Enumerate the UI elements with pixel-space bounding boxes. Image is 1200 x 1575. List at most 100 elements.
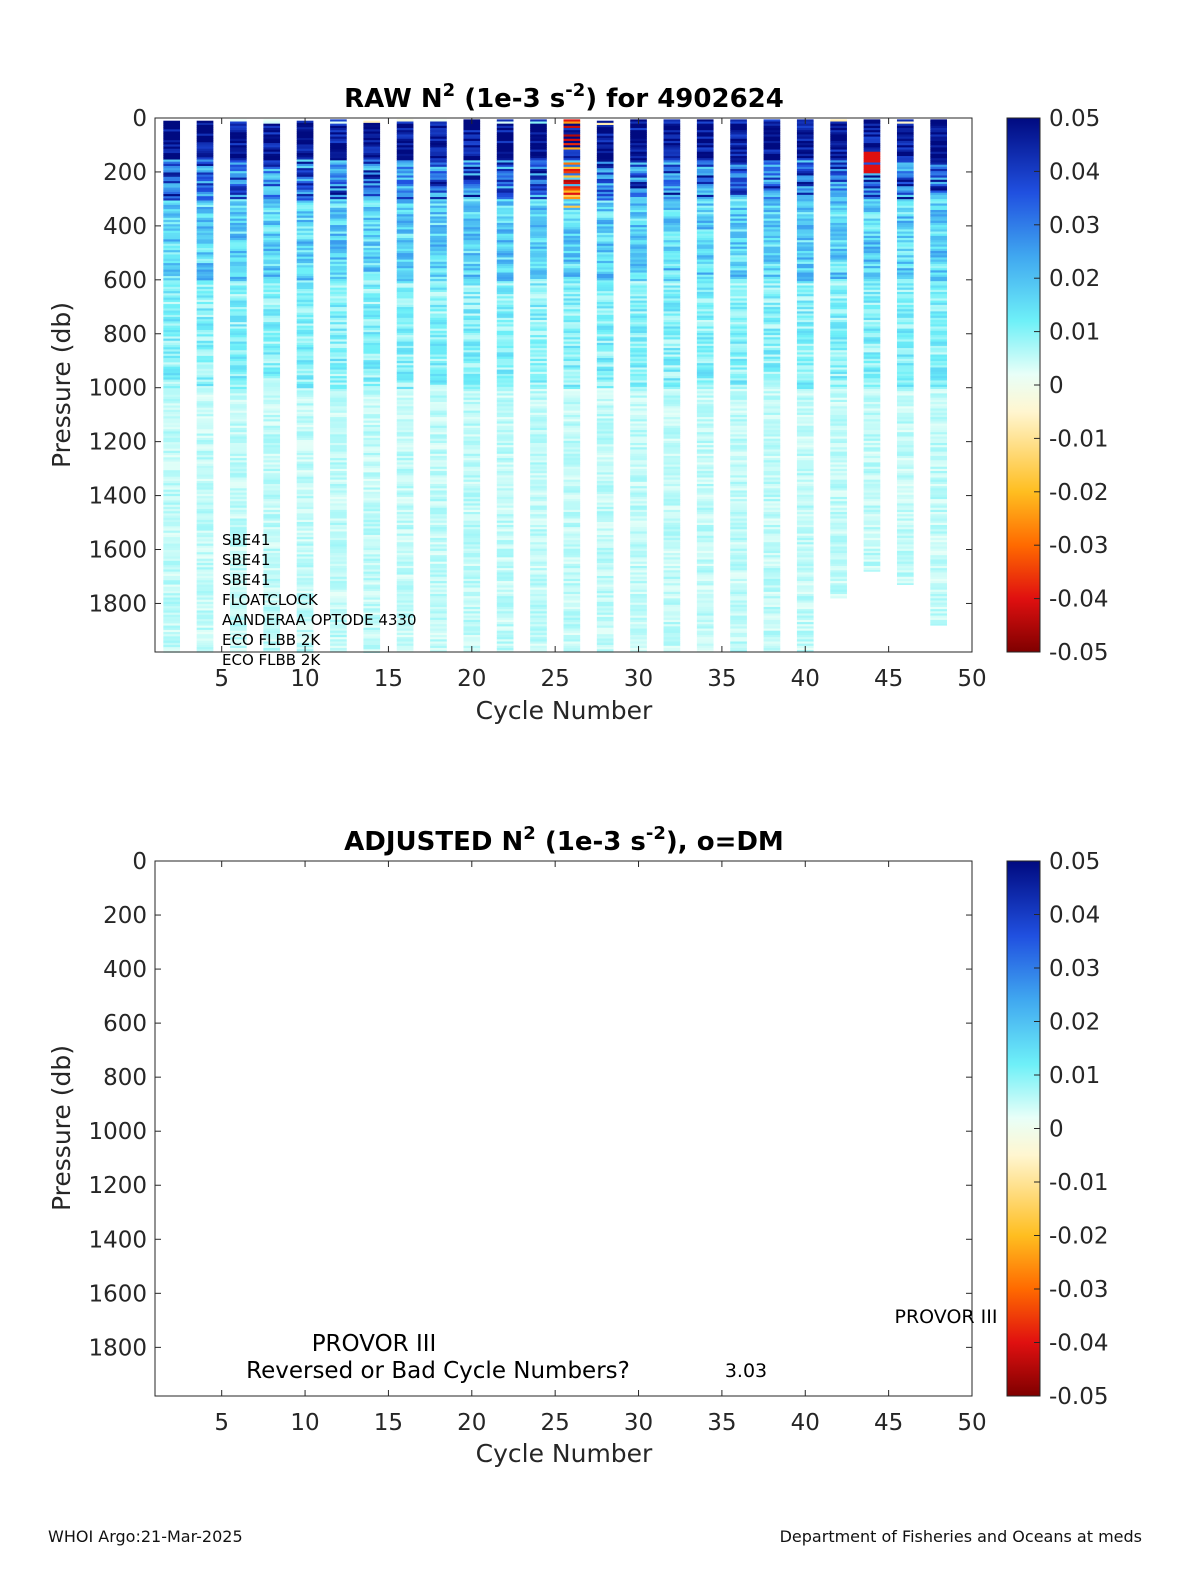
- heatmap-cell: [330, 460, 347, 463]
- heatmap-cell: [330, 537, 347, 541]
- heatmap-cell: [596, 340, 614, 344]
- heatmap-cell: [696, 399, 714, 403]
- heatmap-cell: [263, 555, 281, 558]
- heatmap-cell: [596, 496, 614, 499]
- profile-column: [796, 119, 814, 653]
- heatmap-cell: [530, 535, 547, 539]
- heatmap-cell: [563, 492, 581, 496]
- heatmap-cell: [196, 528, 214, 532]
- heatmap-cell: [696, 130, 714, 133]
- heatmap-cell: [696, 188, 714, 191]
- heatmap-cell: [596, 360, 614, 363]
- heatmap-cell: [630, 393, 647, 396]
- heatmap-cell: [363, 437, 381, 441]
- heatmap-cell: [596, 414, 614, 417]
- heatmap-cell: [163, 252, 181, 255]
- heatmap-cell: [563, 373, 581, 377]
- heatmap-cell: [263, 520, 281, 524]
- heatmap-cell: [330, 380, 347, 383]
- heatmap-cell: [196, 140, 214, 143]
- heatmap-cell: [730, 395, 747, 399]
- heatmap-cell: [596, 157, 614, 160]
- heatmap-cell: [396, 449, 414, 453]
- heatmap-cell: [463, 255, 481, 258]
- heatmap-cell: [463, 173, 481, 176]
- heatmap-cell: [263, 160, 281, 163]
- heatmap-cell: [596, 166, 614, 169]
- heatmap-cell: [230, 332, 247, 336]
- heatmap-cell: [330, 244, 347, 248]
- heatmap-cell: [163, 394, 181, 398]
- heatmap-cell: [496, 494, 514, 498]
- heatmap-cell: [796, 496, 814, 500]
- heatmap-cell: [296, 472, 314, 475]
- heatmap-cell: [163, 366, 181, 370]
- heatmap-cell: [196, 383, 214, 387]
- heatmap-cell: [630, 555, 647, 558]
- heatmap-cell: [263, 250, 281, 254]
- heatmap-cell: [463, 190, 481, 194]
- heatmap-cell: [763, 492, 781, 496]
- heatmap-cell: [163, 351, 181, 355]
- heatmap-cell: [363, 433, 381, 437]
- heatmap-cell: [663, 199, 681, 202]
- heatmap-cell: [230, 268, 247, 271]
- heatmap-cell: [196, 364, 214, 368]
- heatmap-cell: [763, 179, 781, 183]
- heatmap-cell: [496, 453, 514, 457]
- heatmap-cell: [630, 294, 647, 297]
- heatmap-cell: [396, 311, 414, 314]
- heatmap-cell: [263, 322, 281, 325]
- heatmap-cell: [230, 235, 247, 239]
- heatmap-cell: [663, 399, 681, 403]
- heatmap-cell: [196, 556, 214, 560]
- heatmap-cell: [330, 268, 347, 271]
- heatmap-cell: [230, 294, 247, 297]
- heatmap-cell: [263, 350, 281, 353]
- heatmap-cell: [496, 499, 514, 502]
- heatmap-cell: [630, 524, 647, 528]
- heatmap-cell: [396, 197, 414, 200]
- heatmap-cell: [463, 177, 481, 181]
- heatmap-cell: [796, 354, 814, 358]
- heatmap-cell: [196, 144, 214, 147]
- heatmap-cell: [363, 571, 381, 575]
- heatmap-cell: [596, 144, 614, 147]
- heatmap-cell: [630, 503, 647, 506]
- heatmap-cell: [296, 155, 314, 158]
- heatmap-cell: [763, 583, 781, 586]
- heatmap-cell: [563, 149, 581, 153]
- heatmap-cell: [230, 458, 247, 461]
- heatmap-cell: [330, 600, 347, 604]
- heatmap-cell: [330, 173, 347, 176]
- heatmap-cell: [196, 483, 214, 486]
- heatmap-cell: [730, 514, 747, 517]
- heatmap-cell: [663, 207, 681, 211]
- heatmap-cell: [596, 217, 614, 221]
- heatmap-cell: [563, 509, 581, 513]
- heatmap-cell: [396, 207, 414, 211]
- heatmap-cell: [796, 151, 814, 155]
- heatmap-cell: [663, 540, 681, 543]
- heatmap-cell: [430, 335, 447, 338]
- heatmap-cell: [230, 628, 247, 632]
- heatmap-cell: [330, 382, 347, 386]
- heatmap-cell: [663, 136, 681, 140]
- heatmap-cell: [430, 199, 447, 202]
- heatmap-cell: [663, 490, 681, 494]
- heatmap-cell: [296, 358, 314, 361]
- heatmap-cell: [563, 483, 581, 487]
- heatmap-cell: [363, 543, 381, 547]
- heatmap-cell: [796, 235, 814, 239]
- heatmap-cell: [763, 378, 781, 381]
- heatmap-cell: [463, 481, 481, 485]
- heatmap-cell: [663, 600, 681, 604]
- heatmap-cell: [830, 173, 847, 176]
- heatmap-cell: [763, 589, 781, 593]
- heatmap-cell: [396, 609, 414, 612]
- heatmap-cell: [196, 250, 214, 253]
- heatmap-cell: [463, 253, 481, 256]
- heatmap-cell: [763, 151, 781, 155]
- heatmap-cell: [263, 537, 281, 541]
- heatmap-cell: [696, 194, 714, 198]
